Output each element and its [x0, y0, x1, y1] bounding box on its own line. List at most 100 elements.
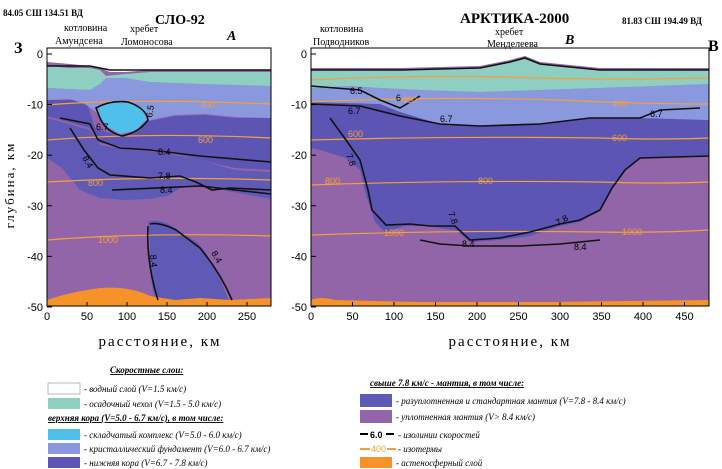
- y-tick-label: 0: [301, 49, 307, 61]
- right-x-axis-label: расстояние, км: [449, 334, 572, 350]
- left-x-ticks: 0 50 100 150 200 250: [44, 302, 256, 323]
- legend-upper-crust-heading: верхняя кора (V=5.0 - 6.7 км/с), в том ч…: [48, 413, 223, 423]
- right-isoline-label: 8.4: [574, 242, 587, 252]
- y-tick-label: -10: [291, 100, 307, 112]
- right-coords: 81.83 СШ 194.49 ВД: [622, 16, 703, 26]
- left-isolines: [47, 65, 271, 301]
- y-tick-label: 0: [37, 49, 43, 61]
- legend-mantle-std-text: - разуплотненная и стандартная мантия (V…: [396, 396, 626, 406]
- right-section-title: АРКТИКА-2000: [460, 11, 569, 27]
- y-tick-label: -30: [291, 201, 307, 213]
- left-isoline-label: 6.7: [96, 122, 109, 132]
- right-isotherm-labels: 400 400 600 600 800 800 1000 1000: [325, 95, 642, 238]
- x-tick-label: 0: [44, 311, 50, 323]
- right-plot-frame: [310, 47, 710, 307]
- legend-basement-swatch: [48, 443, 80, 454]
- left-folded-complex: [100, 102, 146, 134]
- right-isoline-label: 8.4: [462, 239, 475, 249]
- x-tick-label: 150: [158, 311, 176, 323]
- right-lower-crust: [311, 102, 709, 242]
- right-basin-label: котловина: [320, 24, 364, 35]
- legend-isoline-sample: 6.0: [370, 430, 383, 440]
- left-isotherm-label: 800: [88, 178, 103, 188]
- right-isotherm-label: 600: [612, 133, 627, 143]
- left-isoline-label: 7.8: [158, 171, 171, 181]
- legend-heading: Скоростные слои:: [110, 365, 183, 375]
- right-water-layer: [311, 48, 709, 68]
- legend-astheno-swatch: [360, 457, 392, 468]
- x-tick-label: 450: [675, 311, 693, 323]
- left-basin-label: котловина: [64, 23, 108, 34]
- legend-mantle-dense-swatch: [360, 410, 392, 423]
- x-tick-label: 50: [81, 311, 93, 323]
- right-section-panel: 0 -10 -20 -30 -40 -50 0 50 100 150 200 250 300 350 40…: [291, 47, 710, 323]
- legend-water-text: - водный слой (V=1.5 км/с): [84, 384, 186, 394]
- right-isoline-label: 6.5: [350, 86, 363, 96]
- right-isotherm-label: 1000: [384, 228, 404, 238]
- legend-isotherm-sample: 400: [371, 444, 386, 454]
- left-section-letter: A: [226, 29, 236, 44]
- right-isolines: [311, 57, 709, 247]
- legend-astheno-text: - астеносферный слой: [396, 458, 483, 468]
- y-tick-label: -20: [27, 150, 43, 162]
- legend: Скоростные слои: - водный слой (V=1.5 км…: [47, 365, 626, 468]
- x-tick-label: 0: [308, 311, 314, 323]
- right-ridge-label: хребет: [495, 27, 524, 38]
- y-axis-label: глубина, км: [2, 142, 17, 229]
- right-ridge-name: Менделеева: [487, 39, 539, 50]
- left-section-panel: 0 -10 -20 -30 -40 -50 0 50 100 150 200 250 400 600…: [27, 47, 272, 323]
- left-x-axis-label: расстояние, км: [99, 334, 222, 350]
- left-isotherm-label: 600: [198, 135, 213, 145]
- left-section-title: СЛО-92: [155, 13, 205, 28]
- left-isoline-label: 6.5: [144, 104, 156, 118]
- right-isoline-label: 7.8: [446, 210, 460, 225]
- right-isotherm-label: 1000: [622, 227, 642, 237]
- right-isotherm-label: 400: [402, 95, 417, 105]
- legend-mantle-dense-text: - уплотненная мантия (V> 8.4 км/с): [396, 412, 535, 422]
- legend-sediment-text: - осадочный чехол (V=1.5 - 5.0 км/с): [84, 399, 221, 409]
- x-tick-label: 100: [118, 311, 136, 323]
- right-x-ticks: 0 50 100 150 200 250 300 350 400 450: [308, 302, 694, 323]
- right-isoline-label: 6.7: [348, 106, 361, 116]
- x-tick-label: 250: [238, 311, 256, 323]
- left-coords: 84.05 СШ 134.51 ВД: [3, 8, 84, 18]
- left-sediment: [47, 66, 271, 90]
- y-tick-label: -30: [27, 201, 43, 213]
- legend-lower-crust-text: - нижняя кора (V=6.7 - 7.8 км/с): [84, 458, 208, 468]
- right-isoline-labels: 6.5 6 6.7 6.7 7.8 7.8 7.8 8.4 8.4 6.7: [344, 86, 662, 252]
- left-mantle-root: [148, 220, 228, 300]
- east-direction-label: В: [708, 38, 719, 55]
- x-tick-label: 150: [426, 311, 444, 323]
- legend-isotherm-text: - изотермы: [398, 444, 442, 454]
- legend-folded-text: - складчатый комплекс (V=5.0 - 6.0 км/с): [84, 430, 242, 440]
- x-tick-label: 400: [634, 311, 652, 323]
- left-asthenosphere: [47, 287, 271, 306]
- west-direction-label: З: [14, 40, 23, 57]
- y-tick-label: -50: [291, 302, 307, 314]
- right-y-ticks: 0 -10 -20 -30 -40 -50: [291, 49, 316, 314]
- x-tick-label: 300: [551, 311, 569, 323]
- left-isoline-label: 8.4: [158, 147, 171, 157]
- right-sediment: [311, 58, 709, 92]
- left-isoline-label: 8.4: [148, 254, 159, 267]
- legend-isoline-text: - изолинии скоростей: [398, 430, 480, 440]
- x-tick-label: 250: [509, 311, 527, 323]
- right-isotherm-label: 400: [612, 99, 627, 109]
- left-ridge-name: Ломоносова: [121, 37, 173, 48]
- right-section-letter: B: [564, 33, 574, 48]
- x-tick-label: 350: [592, 311, 610, 323]
- left-isotherm-label: 1000: [98, 235, 118, 245]
- left-y-ticks: 0 -10 -20 -30 -40 -50: [27, 49, 52, 314]
- left-plot-frame: [46, 47, 272, 307]
- x-tick-label: 200: [198, 311, 216, 323]
- left-isotherm-label: 400: [200, 100, 215, 110]
- right-isoline-label: 7.8: [344, 152, 358, 167]
- legend-mantle-heading: свыше 7.8 км/с - мантия, в том числе:: [370, 378, 524, 388]
- y-tick-label: -40: [27, 251, 43, 263]
- legend-sediment-swatch: [48, 398, 80, 409]
- right-asthenosphere: [311, 298, 709, 306]
- left-isoline-label: 8.4: [160, 185, 173, 195]
- x-tick-label: 100: [385, 311, 403, 323]
- right-isotherm-label: 600: [348, 129, 363, 139]
